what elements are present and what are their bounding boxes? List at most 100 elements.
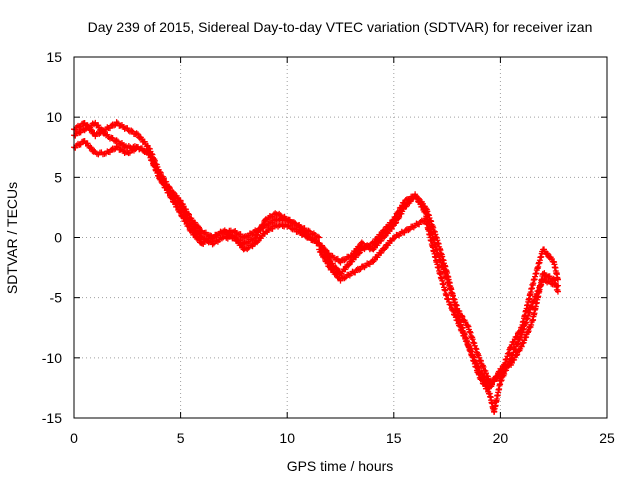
data-point (110, 146, 117, 153)
y-tick-label: 10 (46, 109, 62, 125)
data-point (196, 224, 203, 231)
data-point (494, 373, 501, 380)
data-point (544, 251, 551, 258)
data-point (284, 217, 291, 224)
data-point (104, 124, 111, 131)
data-point (284, 223, 291, 230)
data-point (329, 266, 336, 273)
data-point (192, 219, 199, 226)
data-point (548, 255, 555, 262)
series-pass-C (71, 119, 323, 248)
y-tick-label: -10 (42, 350, 62, 366)
data-point (259, 222, 266, 229)
data-point (113, 119, 120, 126)
data-point (234, 237, 241, 244)
data-point (213, 237, 220, 244)
x-axis-label: GPS time / hours (287, 458, 394, 474)
data-point (309, 231, 316, 238)
data-point (402, 203, 409, 210)
data-point (136, 146, 143, 153)
data-point (185, 217, 192, 224)
plot-border (73, 56, 608, 419)
grid (74, 57, 607, 418)
data-point (78, 120, 85, 127)
data-point (355, 244, 362, 251)
data-point (266, 213, 273, 220)
axis-ticks: 0 5 10 15 20 25 -15 -10 -5 0 5 10 15 (42, 49, 615, 446)
x-tick-label: 15 (386, 430, 402, 446)
data-point (314, 239, 321, 246)
data-point (128, 127, 135, 134)
data-point (158, 176, 165, 183)
data-point (192, 225, 199, 232)
x-tick-label: 20 (493, 430, 509, 446)
data-point (168, 190, 175, 197)
data-point (378, 237, 385, 244)
data-point (333, 265, 340, 272)
chart-title: Day 239 of 2015, Sidereal Day-to-day VTE… (88, 19, 593, 35)
data-point (346, 261, 353, 268)
data-point (84, 140, 91, 147)
data-point (255, 237, 262, 244)
data-point (479, 371, 486, 378)
data-point (196, 230, 203, 237)
data-point (172, 195, 179, 202)
data-point (254, 239, 261, 246)
data-point (415, 195, 422, 202)
data-point (99, 126, 106, 133)
data-point (513, 352, 520, 359)
data-point (356, 249, 363, 256)
data-point (252, 235, 259, 242)
data-point (341, 275, 348, 282)
data-point (98, 126, 105, 133)
data-point (393, 219, 400, 226)
data-point (332, 270, 339, 277)
data-point (388, 225, 395, 232)
data-point (382, 233, 389, 240)
data-point (142, 147, 149, 154)
data-point (262, 228, 269, 235)
data-point (185, 216, 192, 223)
data-point (257, 226, 264, 233)
data-point (230, 234, 237, 241)
data-point (394, 231, 401, 238)
data-point (321, 246, 328, 253)
data-point (543, 250, 550, 257)
data-point (319, 242, 326, 249)
x-tick-label: 25 (599, 430, 615, 446)
data-point (266, 225, 273, 232)
data-point (349, 268, 356, 275)
data-point (356, 266, 363, 273)
data-point (88, 145, 95, 152)
data-point (381, 246, 388, 253)
data-point (81, 127, 88, 134)
data-point (121, 125, 128, 132)
data-point (113, 137, 120, 144)
data-point (398, 228, 405, 235)
data-point (213, 231, 220, 238)
data-point (390, 235, 397, 242)
data-point (464, 322, 471, 329)
data-point (314, 233, 321, 240)
data-point (382, 245, 389, 252)
data-layer (71, 119, 561, 415)
data-point (341, 257, 348, 264)
data-point (554, 276, 561, 283)
data-point (299, 226, 306, 233)
data-point (89, 120, 96, 127)
data-point (260, 221, 267, 228)
y-axis-label: SDTVAR / TECUs (4, 182, 20, 294)
x-tick-label: 10 (279, 430, 295, 446)
data-point (497, 365, 504, 372)
data-point (209, 241, 216, 248)
data-point (326, 263, 333, 270)
data-point (305, 233, 312, 240)
data-point (262, 216, 269, 223)
data-point (396, 214, 403, 221)
y-tick-label: -15 (42, 410, 62, 426)
data-point (360, 263, 367, 270)
data-point (162, 181, 169, 188)
data-point (504, 364, 511, 371)
x-tick-label: 0 (70, 430, 78, 446)
data-point (345, 271, 352, 278)
